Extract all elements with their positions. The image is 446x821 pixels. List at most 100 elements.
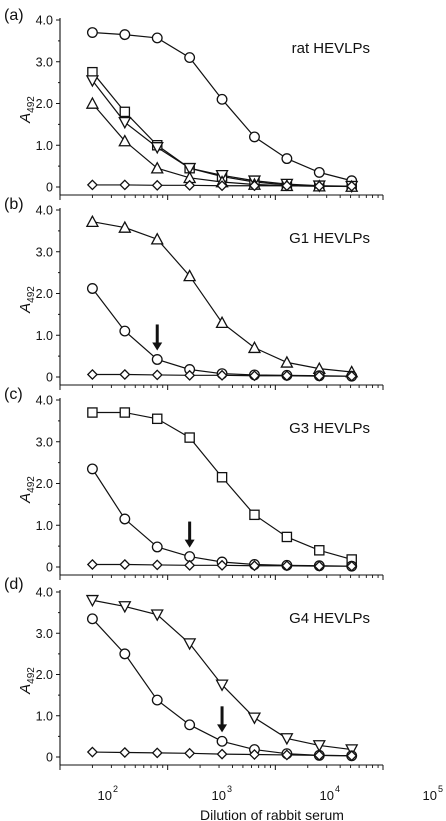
- data-point-circle: [216, 93, 228, 105]
- x-tick-labels: 10 2 10 3 10 4 10 5: [98, 784, 443, 803]
- x-tick-exponent: 3: [227, 784, 232, 794]
- x-tick-label: 10: [320, 788, 334, 803]
- series-line: [91, 288, 352, 377]
- x-tick-label: 10: [98, 788, 112, 803]
- y-tick-label: 2.0: [36, 287, 53, 301]
- data-point-diamond: [346, 180, 358, 192]
- x-tick-label: 10: [212, 788, 226, 803]
- data-point-triangle-down: [118, 116, 132, 130]
- data-point-triangle-down: [150, 142, 164, 155]
- data-series-diamond: [86, 746, 358, 762]
- y-axis-label: A492: [17, 96, 37, 124]
- x-tick-exponent: 2: [113, 784, 118, 794]
- data-point-triangle-down: [280, 733, 294, 746]
- data-series-circle: [86, 27, 358, 187]
- data-point-diamond: [86, 368, 98, 381]
- x-tick-label: 10: [423, 788, 437, 803]
- y-tick-label: 0: [46, 751, 53, 765]
- data-point-triangle-down: [85, 594, 100, 608]
- y-tick-label: 0: [46, 371, 53, 385]
- data-point-diamond: [346, 560, 358, 572]
- data-point-diamond: [216, 748, 228, 760]
- data-series-diamond: [86, 179, 358, 192]
- data-series-triangle-up: [85, 214, 359, 378]
- panel-label: (a): [4, 7, 24, 24]
- data-point-triangle-up: [215, 315, 229, 329]
- chart-panel: 0 1.0 2.0 3.0 4.0 A492 (a) rat HEVLPs: [4, 7, 384, 200]
- data-point-circle: [151, 32, 163, 44]
- y-tick-label: 4.0: [36, 14, 53, 28]
- arrow-head: [152, 342, 163, 351]
- data-point-circle: [313, 166, 325, 178]
- y-tick-label: 2.0: [36, 477, 53, 491]
- data-point-diamond: [281, 180, 293, 192]
- data-point-diamond: [119, 746, 131, 758]
- data-point-diamond: [346, 370, 358, 382]
- data-point-square: [216, 471, 228, 483]
- data-point-square: [314, 545, 325, 556]
- series-line: [91, 468, 352, 567]
- data-point-diamond: [151, 369, 163, 381]
- data-point-diamond: [346, 750, 358, 762]
- data-point-diamond: [184, 369, 196, 381]
- data-point-diamond: [119, 368, 131, 381]
- panel-label: (c): [4, 386, 23, 403]
- data-point-diamond: [184, 179, 196, 191]
- y-tick-label: 4.0: [36, 586, 53, 600]
- data-point-diamond: [86, 179, 98, 191]
- data-point-diamond: [313, 180, 325, 192]
- y-tick-label: 4.0: [36, 394, 53, 408]
- data-point-diamond: [86, 558, 98, 571]
- data-point-triangle-up: [247, 340, 262, 354]
- y-tick-label: 1.0: [36, 709, 53, 723]
- data-point-triangle-up: [150, 232, 164, 245]
- data-point-square: [119, 407, 131, 418]
- data-point-diamond: [86, 746, 98, 758]
- data-point-triangle-down: [312, 740, 326, 753]
- panel-label: (b): [4, 196, 24, 213]
- y-tick-label: 4.0: [36, 204, 53, 218]
- data-point-square: [249, 509, 260, 521]
- data-point-circle: [151, 354, 163, 365]
- data-point-triangle-down: [247, 712, 262, 725]
- data-point-triangle-up: [150, 161, 164, 174]
- data-point-circle: [184, 719, 196, 731]
- y-tick-label: 2.0: [36, 668, 53, 682]
- data-point-triangle-up: [280, 355, 294, 368]
- data-point-triangle-up: [118, 220, 132, 233]
- y-tick-label: 0: [46, 561, 53, 575]
- data-series-diamond: [86, 368, 358, 382]
- y-tick-label: 0: [46, 181, 53, 195]
- y-axis-label: A492: [17, 286, 37, 314]
- data-point-diamond: [216, 369, 228, 381]
- data-point-square: [151, 413, 163, 425]
- x-tick-exponent: 4: [335, 784, 340, 794]
- data-point-triangle-up: [118, 134, 132, 147]
- data-point-diamond: [281, 749, 293, 761]
- data-point-circle: [119, 513, 131, 525]
- y-axis-label: A492: [17, 667, 37, 695]
- data-point-circle: [281, 153, 293, 165]
- panel-title: G1 HEVLPs: [289, 230, 370, 247]
- y-tick-label: 2.0: [36, 97, 53, 111]
- data-point-triangle-up: [183, 269, 197, 282]
- data-point-triangle-down: [150, 609, 164, 622]
- arrow-head: [184, 539, 195, 548]
- y-tick-label: 1.0: [36, 519, 53, 533]
- data-series-diamond: [86, 558, 358, 572]
- data-point-square: [119, 106, 131, 118]
- data-series-circle: [86, 283, 358, 382]
- data-point-square: [184, 432, 195, 443]
- panel-label: (d): [4, 576, 24, 593]
- data-point-triangle-up: [85, 96, 100, 109]
- data-point-diamond: [281, 370, 293, 382]
- chart-panel: 0 1.0 2.0 3.0 4.0 A492 (d) G4 HEVLPs: [4, 576, 384, 770]
- data-point-circle: [86, 27, 98, 38]
- data-point-triangle-up: [85, 214, 100, 228]
- data-point-triangle-down: [215, 679, 229, 692]
- arrow-head: [217, 724, 228, 733]
- chart-panel: 0 1.0 2.0 3.0 4.0 A492 (b) G1 HEVLPs: [4, 196, 384, 390]
- data-point-diamond: [119, 558, 131, 571]
- data-point-diamond: [216, 559, 228, 571]
- panel-title: G3 HEVLPs: [289, 420, 370, 437]
